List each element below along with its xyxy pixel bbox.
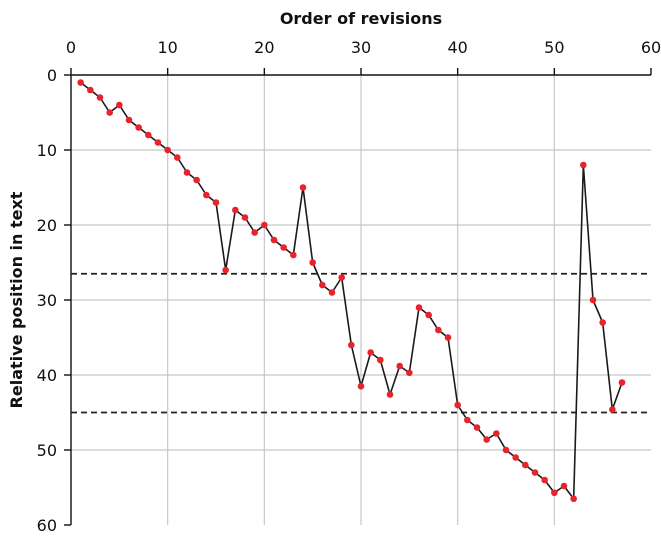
y-tick-label: 20 xyxy=(37,216,57,235)
data-point xyxy=(580,161,587,169)
data-point xyxy=(473,424,481,431)
data-point xyxy=(589,296,597,304)
data-point xyxy=(444,334,452,341)
y-tick-label: 10 xyxy=(37,141,57,160)
data-point xyxy=(193,176,200,184)
x-tick-label: 40 xyxy=(447,38,467,57)
data-point xyxy=(251,229,258,236)
data-point xyxy=(541,476,548,484)
x-axis-title: Order of revisions xyxy=(280,9,442,28)
data-point xyxy=(406,369,413,377)
data-point xyxy=(96,94,104,101)
data-point xyxy=(261,221,268,229)
x-tick-label: 0 xyxy=(66,38,76,57)
data-point xyxy=(551,489,558,497)
data-point xyxy=(319,281,326,289)
data-point xyxy=(483,436,490,443)
data-point xyxy=(435,326,442,334)
data-point xyxy=(502,446,510,454)
y-tick-label: 50 xyxy=(37,441,57,460)
data-point xyxy=(338,274,345,281)
data-point xyxy=(203,191,210,199)
data-point xyxy=(396,362,403,370)
data-point xyxy=(609,406,616,413)
x-tick-label: 60 xyxy=(641,38,661,57)
data-point xyxy=(280,244,287,251)
data-point xyxy=(493,430,500,437)
data-point xyxy=(512,454,519,461)
data-point xyxy=(367,349,374,356)
data-point xyxy=(241,214,249,221)
data-point xyxy=(125,116,133,124)
data-point xyxy=(348,341,355,349)
data-point xyxy=(77,79,84,86)
data-point xyxy=(135,124,142,131)
data-point xyxy=(106,109,113,116)
data-point xyxy=(309,259,316,266)
series-line xyxy=(80,81,623,500)
data-point xyxy=(164,146,171,154)
data-point xyxy=(299,184,307,191)
data-point xyxy=(415,304,423,311)
data-point xyxy=(377,356,384,364)
data-point xyxy=(212,199,220,206)
data-point xyxy=(290,251,297,259)
data-point xyxy=(599,319,606,326)
data-point xyxy=(386,391,394,398)
data-point xyxy=(222,266,229,274)
x-tick-label: 10 xyxy=(157,38,177,57)
data-point xyxy=(87,86,94,94)
data-point xyxy=(522,461,529,469)
data-point xyxy=(357,382,365,390)
data-point xyxy=(531,469,539,476)
data-point xyxy=(425,311,432,319)
data-point xyxy=(464,416,471,424)
x-tick-label: 20 xyxy=(254,38,274,57)
y-tick-label: 30 xyxy=(37,291,57,310)
x-tick-label: 30 xyxy=(351,38,371,57)
y-tick-label: 60 xyxy=(37,516,57,535)
y-tick-label: 0 xyxy=(47,66,57,85)
data-point xyxy=(154,139,162,146)
data-point xyxy=(328,289,336,296)
data-point xyxy=(145,131,152,139)
data-point xyxy=(560,482,568,490)
data-point xyxy=(570,495,577,503)
x-tick-label: 50 xyxy=(544,38,564,57)
data-point xyxy=(183,169,191,176)
data-point xyxy=(116,101,123,109)
data-point xyxy=(454,401,461,409)
data-point xyxy=(232,206,239,214)
y-tick-label: 40 xyxy=(37,366,57,385)
data-point xyxy=(174,154,181,161)
data-point xyxy=(270,236,278,244)
data-point xyxy=(618,379,626,386)
y-axis-title: Relative position in text xyxy=(7,191,26,408)
